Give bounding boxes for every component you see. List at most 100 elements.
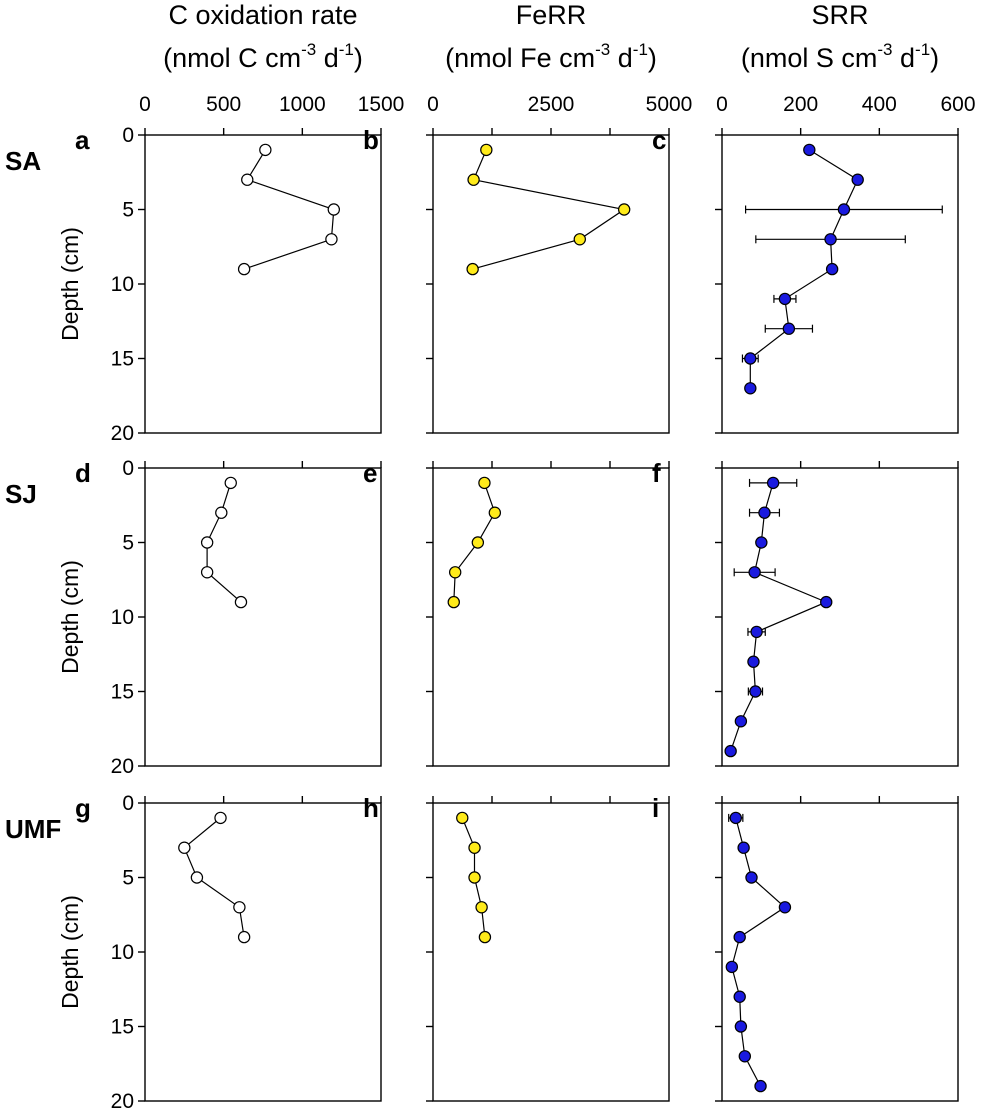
panel-a: 0 5 10 15 20 a bbox=[75, 124, 382, 445]
y-tick-label: 15 bbox=[111, 348, 134, 371]
data-point bbox=[749, 685, 762, 698]
data-point bbox=[237, 930, 251, 944]
data-point bbox=[733, 990, 746, 1003]
data-point bbox=[215, 506, 228, 519]
data-point bbox=[478, 476, 491, 490]
column-title-ferr: FeRR bbox=[516, 0, 587, 30]
site-label-umf: UMF bbox=[5, 814, 61, 844]
data-point bbox=[471, 536, 485, 549]
data-point bbox=[468, 841, 481, 854]
data-point bbox=[488, 506, 502, 519]
data-point bbox=[617, 203, 631, 216]
data-point bbox=[725, 960, 739, 974]
data-point bbox=[200, 566, 214, 579]
y-tick-label: 10 bbox=[111, 606, 134, 629]
x-tick-label-cox: 1000 bbox=[279, 93, 326, 116]
data-point bbox=[737, 841, 750, 854]
data-point bbox=[744, 352, 757, 365]
x-tick-label-srr: 200 bbox=[783, 93, 818, 116]
data-point bbox=[448, 566, 462, 579]
y-tick-label: 0 bbox=[122, 792, 134, 815]
panel-b: b bbox=[363, 125, 670, 434]
y-tick-label: 15 bbox=[111, 1016, 134, 1039]
panel-f: f bbox=[652, 458, 959, 767]
x-tick-label-ferr: 0 bbox=[427, 93, 439, 116]
data-point bbox=[325, 233, 338, 246]
panel-letter-b: b bbox=[363, 125, 379, 155]
series-line bbox=[749, 149, 859, 389]
data-point bbox=[744, 382, 757, 395]
data-point bbox=[724, 744, 737, 758]
panel-frame bbox=[144, 134, 382, 434]
data-point bbox=[200, 536, 214, 549]
column-units-cox: (nmol C cm-3 d-1) bbox=[163, 40, 363, 73]
column-title-cox: C oxidation rate bbox=[168, 0, 357, 30]
x-tick-label-cox: 0 bbox=[139, 93, 151, 116]
data-point bbox=[480, 143, 493, 157]
y-tick-label: 5 bbox=[122, 867, 134, 890]
series-line bbox=[243, 149, 335, 270]
column-units-srr: (nmol S cm-3 d-1) bbox=[741, 40, 939, 73]
data-point bbox=[738, 1050, 752, 1063]
series-line bbox=[730, 482, 828, 752]
data-point bbox=[447, 595, 460, 609]
column-units-ferr: (nmol Fe cm-3 d-1) bbox=[445, 40, 657, 73]
y-axis-label: Depth (cm) bbox=[57, 560, 83, 674]
data-point bbox=[851, 173, 864, 186]
panel-letter-g: g bbox=[75, 793, 91, 823]
y-tick-label: 0 bbox=[122, 457, 134, 480]
x-tick-label-ferr: 2500 bbox=[528, 93, 575, 116]
data-point bbox=[825, 262, 839, 276]
data-point bbox=[190, 871, 204, 884]
panel-c: c bbox=[652, 125, 959, 434]
y-axis-label: Depth (cm) bbox=[57, 227, 83, 341]
panel-frame bbox=[721, 802, 959, 1102]
data-point bbox=[755, 536, 768, 549]
panel-letter-c: c bbox=[652, 125, 666, 155]
data-point bbox=[468, 871, 481, 884]
y-axis-label: Depth (cm) bbox=[57, 895, 83, 1009]
column-headers: C oxidation rate (nmol C cm-3 d-1) FeRR (nm… bbox=[163, 0, 939, 73]
data-point bbox=[214, 811, 227, 825]
y-tick-label: 20 bbox=[111, 755, 134, 778]
data-point bbox=[824, 233, 837, 246]
site-label-sj: SJ bbox=[5, 479, 37, 509]
data-point bbox=[233, 901, 246, 914]
data-point bbox=[456, 811, 469, 825]
data-point bbox=[733, 930, 746, 944]
panel-letter-a: a bbox=[75, 125, 90, 155]
data-point bbox=[237, 262, 251, 276]
x-tick-label-ferr: 5000 bbox=[646, 93, 693, 116]
series-line bbox=[472, 149, 626, 270]
data-point bbox=[778, 901, 792, 914]
data-point bbox=[734, 715, 748, 728]
data-point bbox=[748, 566, 761, 579]
x-tick-label-srr: 0 bbox=[716, 93, 728, 116]
data-point bbox=[259, 143, 272, 157]
data-point bbox=[758, 506, 771, 519]
data-point bbox=[475, 901, 488, 914]
data-point bbox=[803, 143, 816, 157]
data-point bbox=[178, 841, 191, 854]
data-point bbox=[729, 811, 742, 825]
data-point bbox=[327, 203, 340, 216]
data-point bbox=[837, 203, 851, 216]
panel-letter-i: i bbox=[652, 793, 659, 823]
y-tick-label: 10 bbox=[111, 941, 134, 964]
data-point bbox=[820, 595, 833, 609]
panel-g: 0 5 10 15 20 g bbox=[75, 792, 382, 1113]
data-point bbox=[778, 292, 792, 306]
x-tick-label-cox: 1500 bbox=[358, 93, 405, 116]
data-point bbox=[478, 930, 492, 944]
y-tick-label: 0 bbox=[122, 124, 134, 147]
site-label-sa: SA bbox=[5, 146, 41, 176]
y-tick-label: 5 bbox=[122, 532, 134, 555]
y-tick-label: 15 bbox=[111, 681, 134, 704]
panels: SA Depth (cm) 0 5 10 15 20 a b c SJ Depth (cm) 0 5 10 1… bbox=[5, 124, 959, 1113]
data-point bbox=[750, 625, 763, 639]
x-tick-label-srr: 600 bbox=[940, 93, 975, 116]
panel-i: i bbox=[652, 793, 959, 1102]
data-point bbox=[241, 173, 254, 186]
panel-frame bbox=[432, 467, 670, 767]
